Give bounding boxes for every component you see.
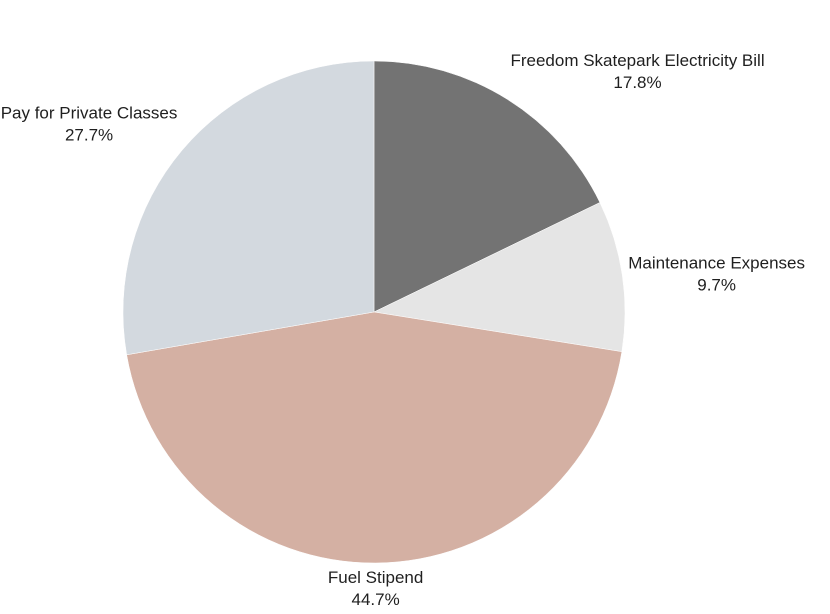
slice-label-maintenance-expenses: Maintenance Expenses xyxy=(628,254,805,273)
pie-labels: Freedom Skatepark Electricity Bill 17.8% M… xyxy=(1,51,805,609)
slice-label-pay-for-private-classes: Pay for Private Classes xyxy=(1,103,178,122)
slice-value-label-maintenance-expenses: 9.7% xyxy=(697,276,736,295)
slice-value-label-fuel-stipend: 44.7% xyxy=(352,590,400,609)
slice-label-fuel-stipend: Fuel Stipend xyxy=(328,568,423,587)
slice-value-label-pay-for-private-classes: 27.7% xyxy=(65,125,113,144)
slice-label-freedom-skatepark-electricity-bill: Freedom Skatepark Electricity Bill xyxy=(510,51,764,70)
pie-slice-pay-for-private-classes xyxy=(122,60,375,356)
pie-slice-freedom-skatepark-electricity-bill xyxy=(373,60,601,313)
slice-value-label-freedom-skatepark-electricity-bill: 17.8% xyxy=(613,73,661,92)
pie-slice-fuel-stipend xyxy=(126,311,623,564)
pie-slice-maintenance-expenses xyxy=(373,202,626,352)
pie-slices xyxy=(122,60,626,564)
